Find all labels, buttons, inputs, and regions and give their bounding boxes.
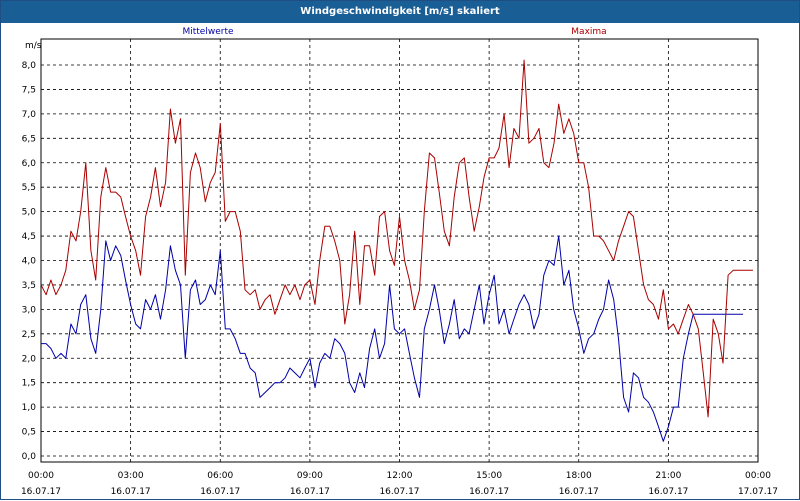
x-tick-time-label: 00:00	[745, 471, 771, 481]
y-tick-label: 7,5	[22, 85, 36, 95]
x-tick-time-label: 12:00	[387, 471, 413, 481]
y-axis-unit-label: m/s	[25, 41, 42, 51]
x-tick-date-label: 16.07.17	[290, 487, 330, 497]
x-tick-date-label: 16.07.17	[559, 487, 599, 497]
x-tick-time-label: 06:00	[207, 471, 233, 481]
legend-maxima: Maxima	[571, 27, 606, 37]
y-tick-label: 3,0	[22, 305, 37, 315]
series-line-mittelwerte	[41, 235, 744, 442]
x-tick-date-label: 16.07.17	[111, 487, 151, 497]
y-tick-label: 1,0	[22, 403, 37, 413]
y-tick-label: 5,0	[22, 208, 37, 218]
y-tick-label: 3,5	[22, 281, 36, 291]
y-axis: 0,0 0,5 1,0 1,5 2,0 2,5 3,0 3,5 4,0 4,5 5,0 5,5 6,0 6…	[22, 61, 37, 462]
x-tick-time-label: 00:00	[28, 471, 54, 481]
x-tick-time-label: 21:00	[655, 471, 681, 481]
x-tick-date-label: 16.07.17	[21, 487, 61, 497]
chart-title: Windgeschwindigkeit [m/s] skaliert	[1, 1, 799, 23]
y-tick-label: 0,0	[22, 452, 37, 462]
legend-mittelwerte: Mittelwerte	[182, 27, 233, 37]
y-tick-label: 0,5	[22, 428, 36, 438]
y-tick-label: 6,0	[22, 159, 37, 169]
x-tick-time-label: 18:00	[566, 471, 592, 481]
y-tick-label: 5,5	[22, 183, 36, 193]
y-tick-label: 4,5	[22, 232, 36, 242]
y-tick-label: 4,0	[22, 257, 37, 267]
y-tick-label: 7,0	[22, 110, 37, 120]
x-tick-time-label: 15:00	[476, 471, 502, 481]
x-tick-date-label: 16.07.17	[469, 487, 509, 497]
x-tick-date-label: 17.07.17	[738, 487, 778, 497]
series-line-maxima	[40, 59, 753, 418]
y-tick-label: 2,5	[22, 330, 36, 340]
series-layer	[40, 59, 753, 442]
x-tick-time-label: 09:00	[297, 471, 323, 481]
x-tick-time-label: 03:00	[118, 471, 144, 481]
x-tick-date-label: 16.07.17	[200, 487, 240, 497]
y-tick-label: 8,0	[22, 61, 37, 71]
y-tick-label: 2,0	[22, 354, 37, 364]
x-axis: 00:00 16.07.17 03:00 16.07.17 06:00 16.07.17 0…	[21, 471, 778, 497]
y-tick-label: 1,5	[22, 379, 36, 389]
x-tick-date-label: 16.07.17	[648, 487, 688, 497]
x-tick-date-label: 16.07.17	[379, 487, 419, 497]
y-tick-label: 6,5	[22, 134, 36, 144]
